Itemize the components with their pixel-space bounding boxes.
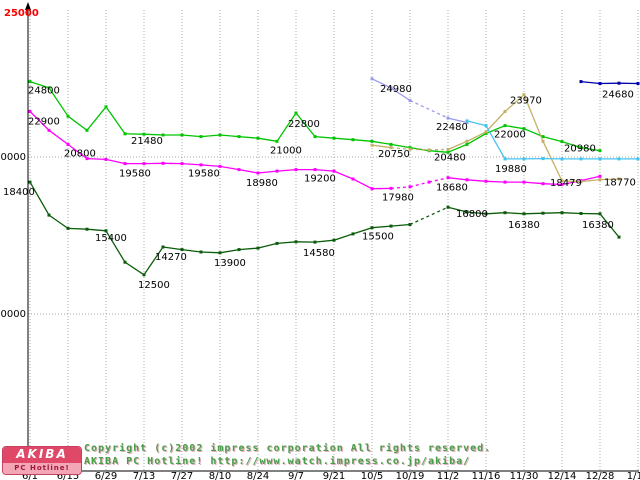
series-cyan — [465, 119, 640, 161]
svg-text:15400: 15400 — [95, 233, 127, 244]
gridlines — [28, 10, 639, 471]
svg-text:22800: 22800 — [288, 119, 320, 130]
svg-text:19200: 19200 — [304, 174, 336, 185]
svg-text:20000: 20000 — [0, 152, 26, 163]
svg-text:10/5: 10/5 — [361, 471, 383, 480]
y-axis-arrow — [25, 2, 31, 10]
svg-text:18479: 18479 — [550, 178, 582, 189]
svg-text:19880: 19880 — [495, 164, 527, 175]
svg-text:11/16: 11/16 — [472, 471, 501, 480]
svg-text:22900: 22900 — [28, 117, 60, 128]
svg-text:14270: 14270 — [155, 252, 187, 263]
site-url-text: AKIBA PC Hotline! http://www.watch.impre… — [84, 456, 471, 467]
svg-text:13900: 13900 — [214, 258, 246, 269]
svg-text:20980: 20980 — [564, 144, 596, 155]
series-green — [28, 80, 602, 154]
x-tick-labels: 6/1 6/15 6/29 7/13 7/27 8/10 8/24 9/7 9/21 10/5 10… — [22, 471, 640, 480]
svg-text:24800: 24800 — [28, 86, 60, 97]
svg-text:24980: 24980 — [380, 84, 412, 95]
svg-text:15500: 15500 — [362, 232, 394, 243]
svg-text:22480: 22480 — [436, 122, 468, 133]
y-tick-labels: 20000 10000 25000 — [0, 8, 39, 320]
svg-text:1/11: 1/11 — [627, 471, 640, 480]
pc-hotline-logo-text: PC Hotline! — [3, 463, 81, 474]
series-khaki — [370, 93, 621, 184]
svg-text:6/15: 6/15 — [57, 471, 79, 480]
svg-text:7/13: 7/13 — [133, 471, 155, 480]
svg-text:12/28: 12/28 — [586, 471, 615, 480]
svg-text:19580: 19580 — [188, 169, 220, 180]
svg-text:16380: 16380 — [508, 220, 540, 231]
svg-text:18770: 18770 — [604, 177, 636, 188]
svg-text:6/1: 6/1 — [22, 471, 38, 480]
svg-text:24680: 24680 — [602, 90, 634, 101]
svg-text:20750: 20750 — [378, 149, 410, 160]
svg-text:21480: 21480 — [131, 136, 163, 147]
svg-text:12500: 12500 — [138, 280, 170, 291]
axes — [25, 2, 639, 472]
series-magenta — [28, 110, 602, 191]
svg-text:19580: 19580 — [119, 169, 151, 180]
akiba-logo-text: AKIBA — [3, 447, 81, 463]
svg-text:8/10: 8/10 — [209, 471, 231, 480]
akiba-pc-hotline-logo: AKIBA PC Hotline! — [2, 446, 82, 475]
svg-text:11/30: 11/30 — [510, 471, 539, 480]
svg-text:12/14: 12/14 — [548, 471, 577, 480]
y-axis-top-label: 25000 — [4, 8, 39, 19]
svg-text:9/7: 9/7 — [288, 471, 304, 480]
svg-text:21000: 21000 — [270, 145, 302, 156]
copyright-text: Copyright (c)2002 impress corporation Al… — [84, 443, 492, 454]
svg-text:18680: 18680 — [436, 183, 468, 194]
svg-text:8/24: 8/24 — [247, 471, 269, 480]
svg-text:11/2: 11/2 — [437, 471, 459, 480]
svg-text:9/21: 9/21 — [323, 471, 345, 480]
svg-text:10/19: 10/19 — [396, 471, 425, 480]
svg-text:23970: 23970 — [510, 96, 542, 107]
series-lavender — [370, 77, 469, 124]
svg-text:16380: 16380 — [582, 220, 614, 231]
svg-text:20480: 20480 — [434, 153, 466, 164]
svg-text:17980: 17980 — [382, 193, 414, 204]
svg-text:10000: 10000 — [0, 309, 26, 320]
svg-text:7/27: 7/27 — [171, 471, 193, 480]
svg-text:6/29: 6/29 — [95, 471, 117, 480]
svg-text:18400: 18400 — [3, 187, 35, 198]
series-dark-green — [28, 180, 621, 277]
svg-text:18980: 18980 — [246, 178, 278, 189]
svg-text:14580: 14580 — [303, 248, 335, 259]
svg-text:20800: 20800 — [64, 148, 96, 159]
series-navy — [579, 80, 640, 85]
svg-text:16800: 16800 — [456, 209, 488, 220]
point-labels: 24800 22900 20800 18400 21480 19580 19580 15400… — [3, 84, 636, 291]
svg-text:22000: 22000 — [494, 130, 526, 141]
